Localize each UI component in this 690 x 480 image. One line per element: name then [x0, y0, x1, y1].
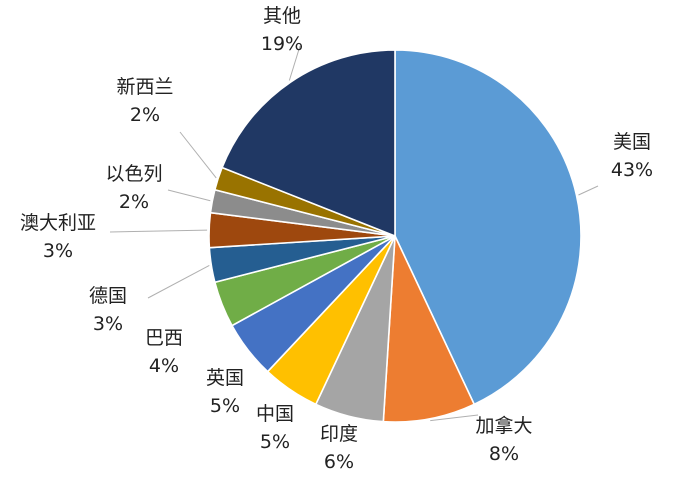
slice-11-leader-line — [288, 45, 301, 81]
slice-4-percent-label: 5% — [260, 431, 290, 453]
slice-9-label: 以色列 — [105, 163, 162, 185]
slice-7-leader-line — [147, 264, 210, 299]
slice-11-label: 其他 — [263, 5, 301, 27]
slice-6-percent-label: 4% — [149, 355, 179, 377]
slice-8-label: 澳大利亚 — [20, 212, 96, 234]
slice-4-label: 中国 — [256, 403, 294, 425]
slice-11-percent-label: 19% — [261, 33, 303, 55]
data-labels-layer: 美国 43% 加拿大 8% 印度 6% 中国 5% 英国 5% 巴西 4% 德国 3% 澳大利亚 3% 以色列 2… — [20, 5, 653, 473]
slice-9-percent-label: 2% — [119, 191, 149, 213]
slice-1-label: 美国 — [613, 131, 651, 153]
slice-10-percent-label: 2% — [130, 104, 160, 126]
leader-lines-layer — [109, 45, 599, 422]
slice-6-label: 巴西 — [145, 327, 183, 349]
slice-3-label: 印度 — [320, 423, 358, 445]
slice-10-leader-line — [179, 131, 217, 179]
slice-3-percent-label: 6% — [324, 451, 354, 473]
slice-7-percent-label: 3% — [93, 313, 123, 335]
slice-10-label: 新西兰 — [116, 76, 173, 98]
slice-5-label: 英国 — [206, 367, 244, 389]
slice-8-leader-line — [109, 229, 208, 233]
slice-9-leader-line — [167, 189, 211, 202]
slice-2-leader-line — [430, 414, 479, 422]
slice-2-percent-label: 8% — [489, 443, 519, 465]
slice-1-wedge — [394, 49, 582, 406]
slices-layer — [208, 49, 582, 423]
slice-8-percent-label: 3% — [43, 240, 73, 262]
slice-1-leader-line — [578, 185, 599, 196]
slice-7-label: 德国 — [89, 285, 127, 307]
slice-2-label: 加拿大 — [475, 414, 532, 437]
slice-2-wedge — [382, 235, 476, 423]
slice-5-percent-label: 5% — [210, 395, 240, 417]
slice-1-percent-label: 43% — [611, 159, 653, 181]
slice-11-wedge — [221, 49, 396, 238]
